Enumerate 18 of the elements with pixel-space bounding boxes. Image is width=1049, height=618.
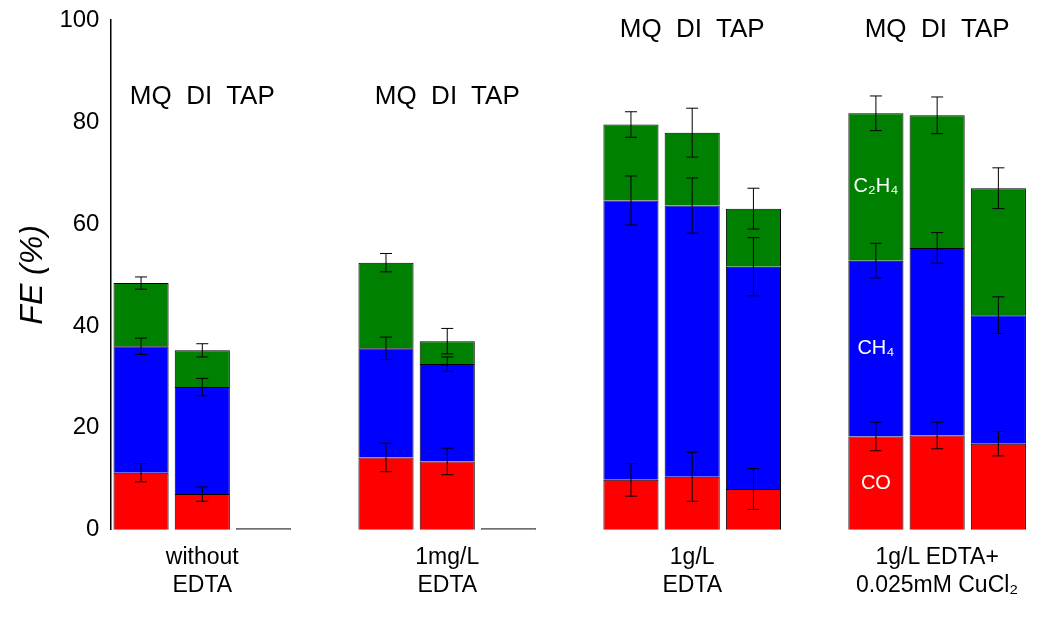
y-axis-title: FE (%) [13,225,50,325]
annotation: MQ DI TAP [129,79,275,110]
series-label: C₂H₄ [853,174,899,197]
annotation: MQ DI TAP [374,79,520,110]
y-tick-label: 20 [72,412,100,440]
y-tick-label: 40 [72,310,100,338]
x-tick-label: 1mg/L EDTA [415,542,480,597]
x-tick-label: without EDTA [164,542,240,597]
x-tick-label: 1g/L EDTA+ 0.025mM CuCl₂ [855,542,1019,597]
y-tick-label: 60 [72,208,100,236]
y-tick-label: 80 [72,106,100,134]
y-tick-label: 100 [59,4,100,32]
annotation: MQ DI TAP [864,13,1010,44]
annotation: MQ DI TAP [619,13,765,44]
y-tick-label: 0 [86,514,100,542]
series-label: CO [860,470,891,493]
x-tick-label: 1g/L EDTA [662,542,723,597]
series-label: CH₄ [857,336,895,359]
